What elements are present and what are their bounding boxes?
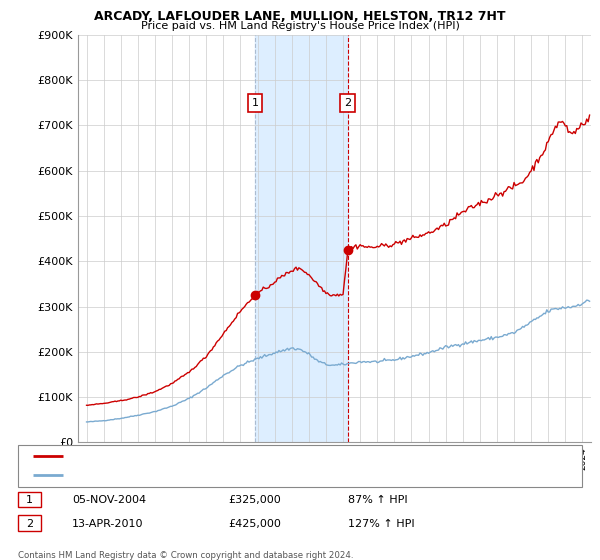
- Text: ARCADY, LAFLOUDER LANE, MULLION, HELSTON, TR12 7HT (semi-detached house): ARCADY, LAFLOUDER LANE, MULLION, HELSTON…: [69, 451, 475, 461]
- Text: 87% ↑ HPI: 87% ↑ HPI: [348, 495, 407, 505]
- Text: 2: 2: [26, 519, 33, 529]
- Text: 05-NOV-2004: 05-NOV-2004: [72, 495, 146, 505]
- Text: Price paid vs. HM Land Registry's House Price Index (HPI): Price paid vs. HM Land Registry's House …: [140, 21, 460, 31]
- Text: Contains HM Land Registry data © Crown copyright and database right 2024.
This d: Contains HM Land Registry data © Crown c…: [18, 551, 353, 560]
- Text: £325,000: £325,000: [228, 495, 281, 505]
- Text: 127% ↑ HPI: 127% ↑ HPI: [348, 519, 415, 529]
- Text: 1: 1: [26, 495, 33, 505]
- Text: 13-APR-2010: 13-APR-2010: [72, 519, 143, 529]
- Text: 1: 1: [251, 97, 259, 108]
- Text: HPI: Average price, semi-detached house, Cornwall: HPI: Average price, semi-detached house,…: [69, 470, 319, 480]
- Text: ARCADY, LAFLOUDER LANE, MULLION, HELSTON, TR12 7HT: ARCADY, LAFLOUDER LANE, MULLION, HELSTON…: [94, 10, 506, 23]
- Text: £425,000: £425,000: [228, 519, 281, 529]
- Text: 2: 2: [344, 97, 352, 108]
- Bar: [255, 35, 348, 442]
